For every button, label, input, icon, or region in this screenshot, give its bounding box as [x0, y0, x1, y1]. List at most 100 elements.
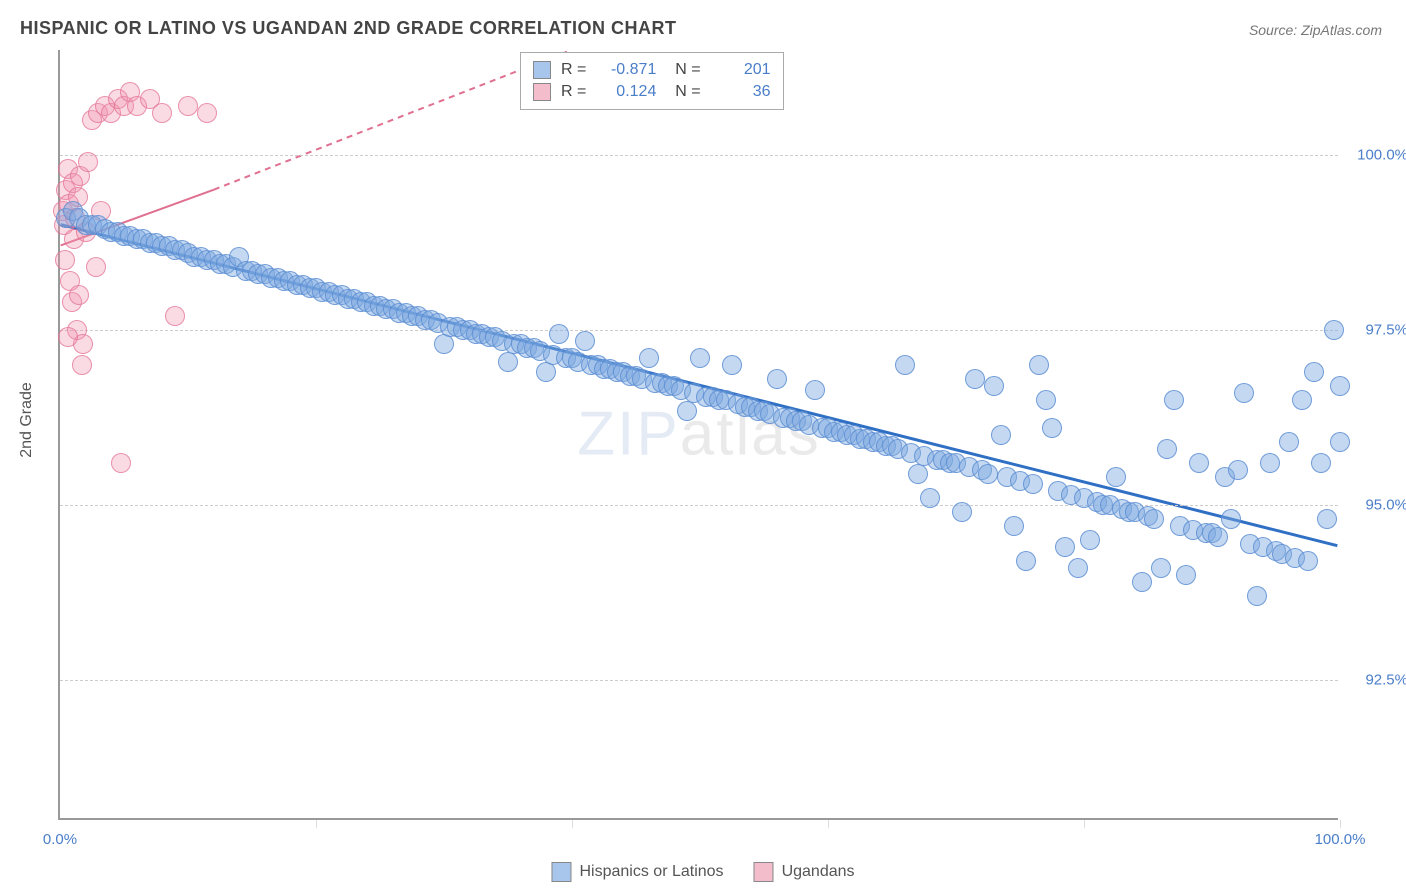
- pink-point: [78, 152, 98, 172]
- x-tick: [572, 820, 573, 828]
- blue-point: [1279, 432, 1299, 452]
- blue-point: [1176, 565, 1196, 585]
- legend-swatch: [533, 61, 551, 79]
- pink-point: [86, 257, 106, 277]
- N-label: N =: [666, 83, 700, 101]
- blue-point: [1151, 558, 1171, 578]
- N-value: 36: [711, 83, 771, 101]
- grid-line-h: [60, 680, 1338, 681]
- x-tick-label: 100.0%: [1315, 831, 1366, 848]
- blue-point: [639, 348, 659, 368]
- x-tick: [828, 820, 829, 828]
- legend-swatch: [533, 83, 551, 101]
- blue-point: [920, 488, 940, 508]
- blue-point: [1208, 527, 1228, 547]
- blue-point: [978, 464, 998, 484]
- blue-point: [575, 331, 595, 351]
- y-tick-label: 95.0%: [1348, 497, 1406, 514]
- series-legend: Hispanics or Latinos Ugandans: [551, 862, 854, 882]
- blue-point: [1068, 558, 1088, 578]
- pink-point: [197, 103, 217, 123]
- blue-point: [1228, 460, 1248, 480]
- blue-point: [952, 502, 972, 522]
- pink-point: [152, 103, 172, 123]
- blue-point: [498, 352, 518, 372]
- N-value: 201: [711, 61, 771, 79]
- blue-point: [1164, 390, 1184, 410]
- blue-point: [1247, 586, 1267, 606]
- blue-point: [1330, 376, 1350, 396]
- blue-point: [767, 369, 787, 389]
- legend-label: Ugandans: [782, 863, 855, 880]
- blue-point: [965, 369, 985, 389]
- blue-point: [1234, 383, 1254, 403]
- y-tick-label: 97.5%: [1348, 322, 1406, 339]
- blue-point: [1330, 432, 1350, 452]
- pink-point: [165, 306, 185, 326]
- trend-lines: [60, 50, 1338, 818]
- source-label: Source: ZipAtlas.com: [1249, 22, 1382, 38]
- blue-point: [1221, 509, 1241, 529]
- R-value: 0.124: [596, 83, 656, 101]
- R-label: R =: [561, 83, 586, 101]
- blue-point: [722, 355, 742, 375]
- blue-point: [991, 425, 1011, 445]
- legend-swatch: [754, 862, 774, 882]
- blue-point: [1317, 509, 1337, 529]
- x-tick: [1340, 820, 1341, 828]
- blue-point: [1055, 537, 1075, 557]
- x-tick: [316, 820, 317, 828]
- grid-line-h: [60, 155, 1338, 156]
- blue-point: [1304, 362, 1324, 382]
- blue-point: [1260, 453, 1280, 473]
- pink-point: [58, 327, 78, 347]
- grid-line-h: [60, 330, 1338, 331]
- blue-point: [677, 401, 697, 421]
- blue-point: [805, 380, 825, 400]
- blue-point: [1016, 551, 1036, 571]
- x-tick: [1084, 820, 1085, 828]
- blue-point: [1042, 418, 1062, 438]
- legend-label: Hispanics or Latinos: [579, 863, 723, 880]
- blue-point: [549, 324, 569, 344]
- blue-point: [895, 355, 915, 375]
- blue-point: [1292, 390, 1312, 410]
- x-tick-label: 0.0%: [43, 831, 77, 848]
- blue-point: [1324, 320, 1344, 340]
- blue-point: [908, 464, 928, 484]
- stats-row: R = -0.871 N = 201: [533, 59, 771, 81]
- blue-point: [1132, 572, 1152, 592]
- blue-point: [1298, 551, 1318, 571]
- blue-point: [690, 348, 710, 368]
- blue-point: [1189, 453, 1209, 473]
- blue-point: [1157, 439, 1177, 459]
- blue-point: [1029, 355, 1049, 375]
- pink-point: [111, 453, 131, 473]
- pink-point: [72, 355, 92, 375]
- R-label: R =: [561, 61, 586, 79]
- N-label: N =: [666, 61, 700, 79]
- legend-item: Ugandans: [754, 862, 855, 882]
- legend-swatch: [551, 862, 571, 882]
- pink-point: [69, 285, 89, 305]
- blue-point: [984, 376, 1004, 396]
- blue-point: [1144, 509, 1164, 529]
- y-axis-title: 2nd Grade: [18, 382, 36, 458]
- y-tick-label: 92.5%: [1348, 672, 1406, 689]
- blue-point: [1036, 390, 1056, 410]
- legend-item: Hispanics or Latinos: [551, 862, 723, 882]
- pink-point: [55, 250, 75, 270]
- blue-point: [1004, 516, 1024, 536]
- stats-row: R = 0.124 N = 36: [533, 81, 771, 103]
- plot-area: ZIPatlas 92.5%95.0%97.5%100.0%0.0%100.0%: [58, 50, 1338, 820]
- blue-point: [1311, 453, 1331, 473]
- blue-point: [536, 362, 556, 382]
- y-tick-label: 100.0%: [1348, 147, 1406, 164]
- pink-point: [178, 96, 198, 116]
- blue-point: [1080, 530, 1100, 550]
- chart-title: HISPANIC OR LATINO VS UGANDAN 2ND GRADE …: [20, 18, 677, 39]
- blue-point: [1023, 474, 1043, 494]
- blue-point: [1106, 467, 1126, 487]
- stats-legend-box: R = -0.871 N = 201 R = 0.124 N = 36: [520, 52, 784, 110]
- R-value: -0.871: [596, 61, 656, 79]
